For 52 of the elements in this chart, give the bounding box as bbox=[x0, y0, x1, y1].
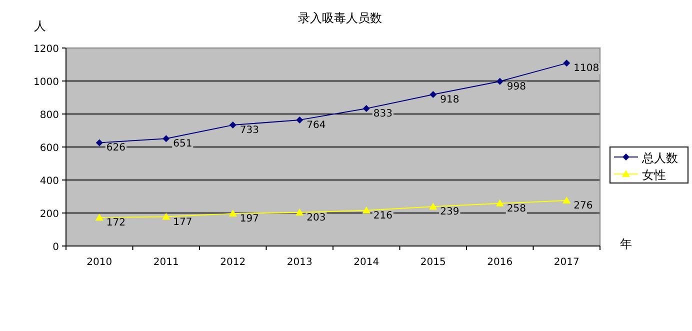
data-label: 1108 bbox=[574, 63, 600, 74]
xtick: 2010 bbox=[86, 257, 112, 268]
title: 录入吸毒人员数 bbox=[298, 11, 382, 25]
xtick: 2013 bbox=[286, 257, 312, 268]
point bbox=[362, 206, 370, 214]
ylabel: 人 bbox=[34, 19, 46, 33]
xtick: 2011 bbox=[153, 257, 179, 268]
legend-label: 总人数 bbox=[642, 151, 678, 165]
point bbox=[562, 196, 571, 204]
point bbox=[496, 199, 504, 206]
point bbox=[228, 209, 237, 216]
data-label: 998 bbox=[506, 81, 526, 92]
data-label: 172 bbox=[106, 218, 126, 229]
point bbox=[296, 116, 304, 124]
data-label: 764 bbox=[306, 120, 326, 131]
xtick: 2017 bbox=[554, 257, 580, 268]
data-label: 177 bbox=[173, 216, 192, 228]
point bbox=[96, 139, 103, 146]
point bbox=[296, 208, 304, 216]
data-label: 197 bbox=[240, 214, 259, 224]
xtick: 2014 bbox=[354, 257, 380, 268]
ytick: 0 bbox=[52, 242, 59, 253]
xtick: 2016 bbox=[487, 257, 513, 268]
data-label: 239 bbox=[440, 206, 460, 218]
point bbox=[563, 60, 570, 67]
point bbox=[162, 212, 170, 220]
point bbox=[95, 214, 104, 221]
point bbox=[362, 105, 370, 112]
data-label: 216 bbox=[373, 210, 392, 222]
data-label: 276 bbox=[574, 200, 593, 212]
data-label: 203 bbox=[306, 212, 326, 224]
ytick: 1000 bbox=[34, 77, 59, 88]
ytick: 400 bbox=[40, 176, 59, 187]
legend-label: 女性 bbox=[642, 168, 666, 182]
ytick: 1200 bbox=[34, 44, 59, 55]
xtick: 2012 bbox=[220, 257, 246, 268]
xtick: 2015 bbox=[420, 257, 446, 268]
data-label: 833 bbox=[373, 108, 392, 120]
point bbox=[496, 78, 504, 85]
point bbox=[229, 122, 236, 129]
point bbox=[430, 91, 437, 98]
xlabel: 年 bbox=[620, 237, 632, 251]
data-label: 258 bbox=[506, 203, 526, 214]
ytick: 800 bbox=[40, 110, 59, 121]
ytick: 200 bbox=[40, 209, 59, 220]
data-label: 651 bbox=[173, 138, 192, 150]
data-label: 626 bbox=[106, 142, 126, 154]
point bbox=[429, 202, 438, 210]
data-label: 918 bbox=[440, 94, 460, 106]
point bbox=[162, 135, 170, 142]
data-label: 733 bbox=[240, 125, 259, 136]
ytick: 600 bbox=[40, 143, 59, 154]
